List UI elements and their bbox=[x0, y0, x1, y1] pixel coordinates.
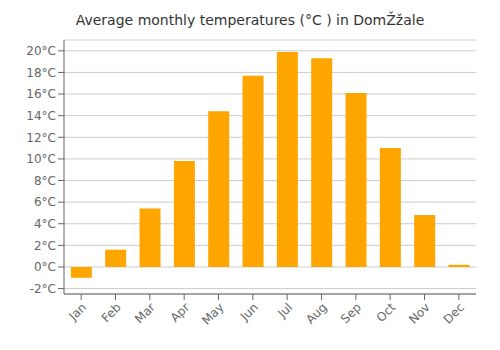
svg-text:Jun: Jun bbox=[237, 300, 261, 324]
svg-text:18°C: 18°C bbox=[26, 66, 56, 80]
svg-text:16°C: 16°C bbox=[26, 87, 56, 101]
svg-text:14°C: 14°C bbox=[26, 109, 56, 123]
svg-text:20°C: 20°C bbox=[26, 44, 56, 58]
svg-text:10°C: 10°C bbox=[26, 152, 56, 166]
svg-text:Nov: Nov bbox=[406, 300, 432, 326]
svg-text:Sep: Sep bbox=[338, 300, 364, 326]
svg-text:Dec: Dec bbox=[441, 300, 467, 326]
svg-text:Jan: Jan bbox=[66, 300, 90, 324]
svg-text:0°C: 0°C bbox=[34, 260, 56, 274]
svg-text:Apr: Apr bbox=[168, 300, 193, 325]
svg-text:Mar: Mar bbox=[132, 300, 158, 326]
svg-text:Aug: Aug bbox=[303, 300, 329, 326]
svg-text:Feb: Feb bbox=[99, 300, 124, 325]
svg-text:4°C: 4°C bbox=[34, 217, 56, 231]
svg-text:-2°C: -2°C bbox=[30, 282, 56, 296]
svg-text:Oct: Oct bbox=[374, 300, 399, 325]
svg-text:2°C: 2°C bbox=[34, 239, 56, 253]
svg-text:6°C: 6°C bbox=[34, 195, 56, 209]
svg-text:8°C: 8°C bbox=[34, 174, 56, 188]
svg-text:12°C: 12°C bbox=[26, 131, 56, 145]
html-text:Average monthly temperatures (: Average monthly temperatures (°C ) in Do… bbox=[75, 12, 425, 28]
svg-text:May: May bbox=[199, 300, 226, 327]
svg-text:Jul: Jul bbox=[274, 300, 295, 321]
